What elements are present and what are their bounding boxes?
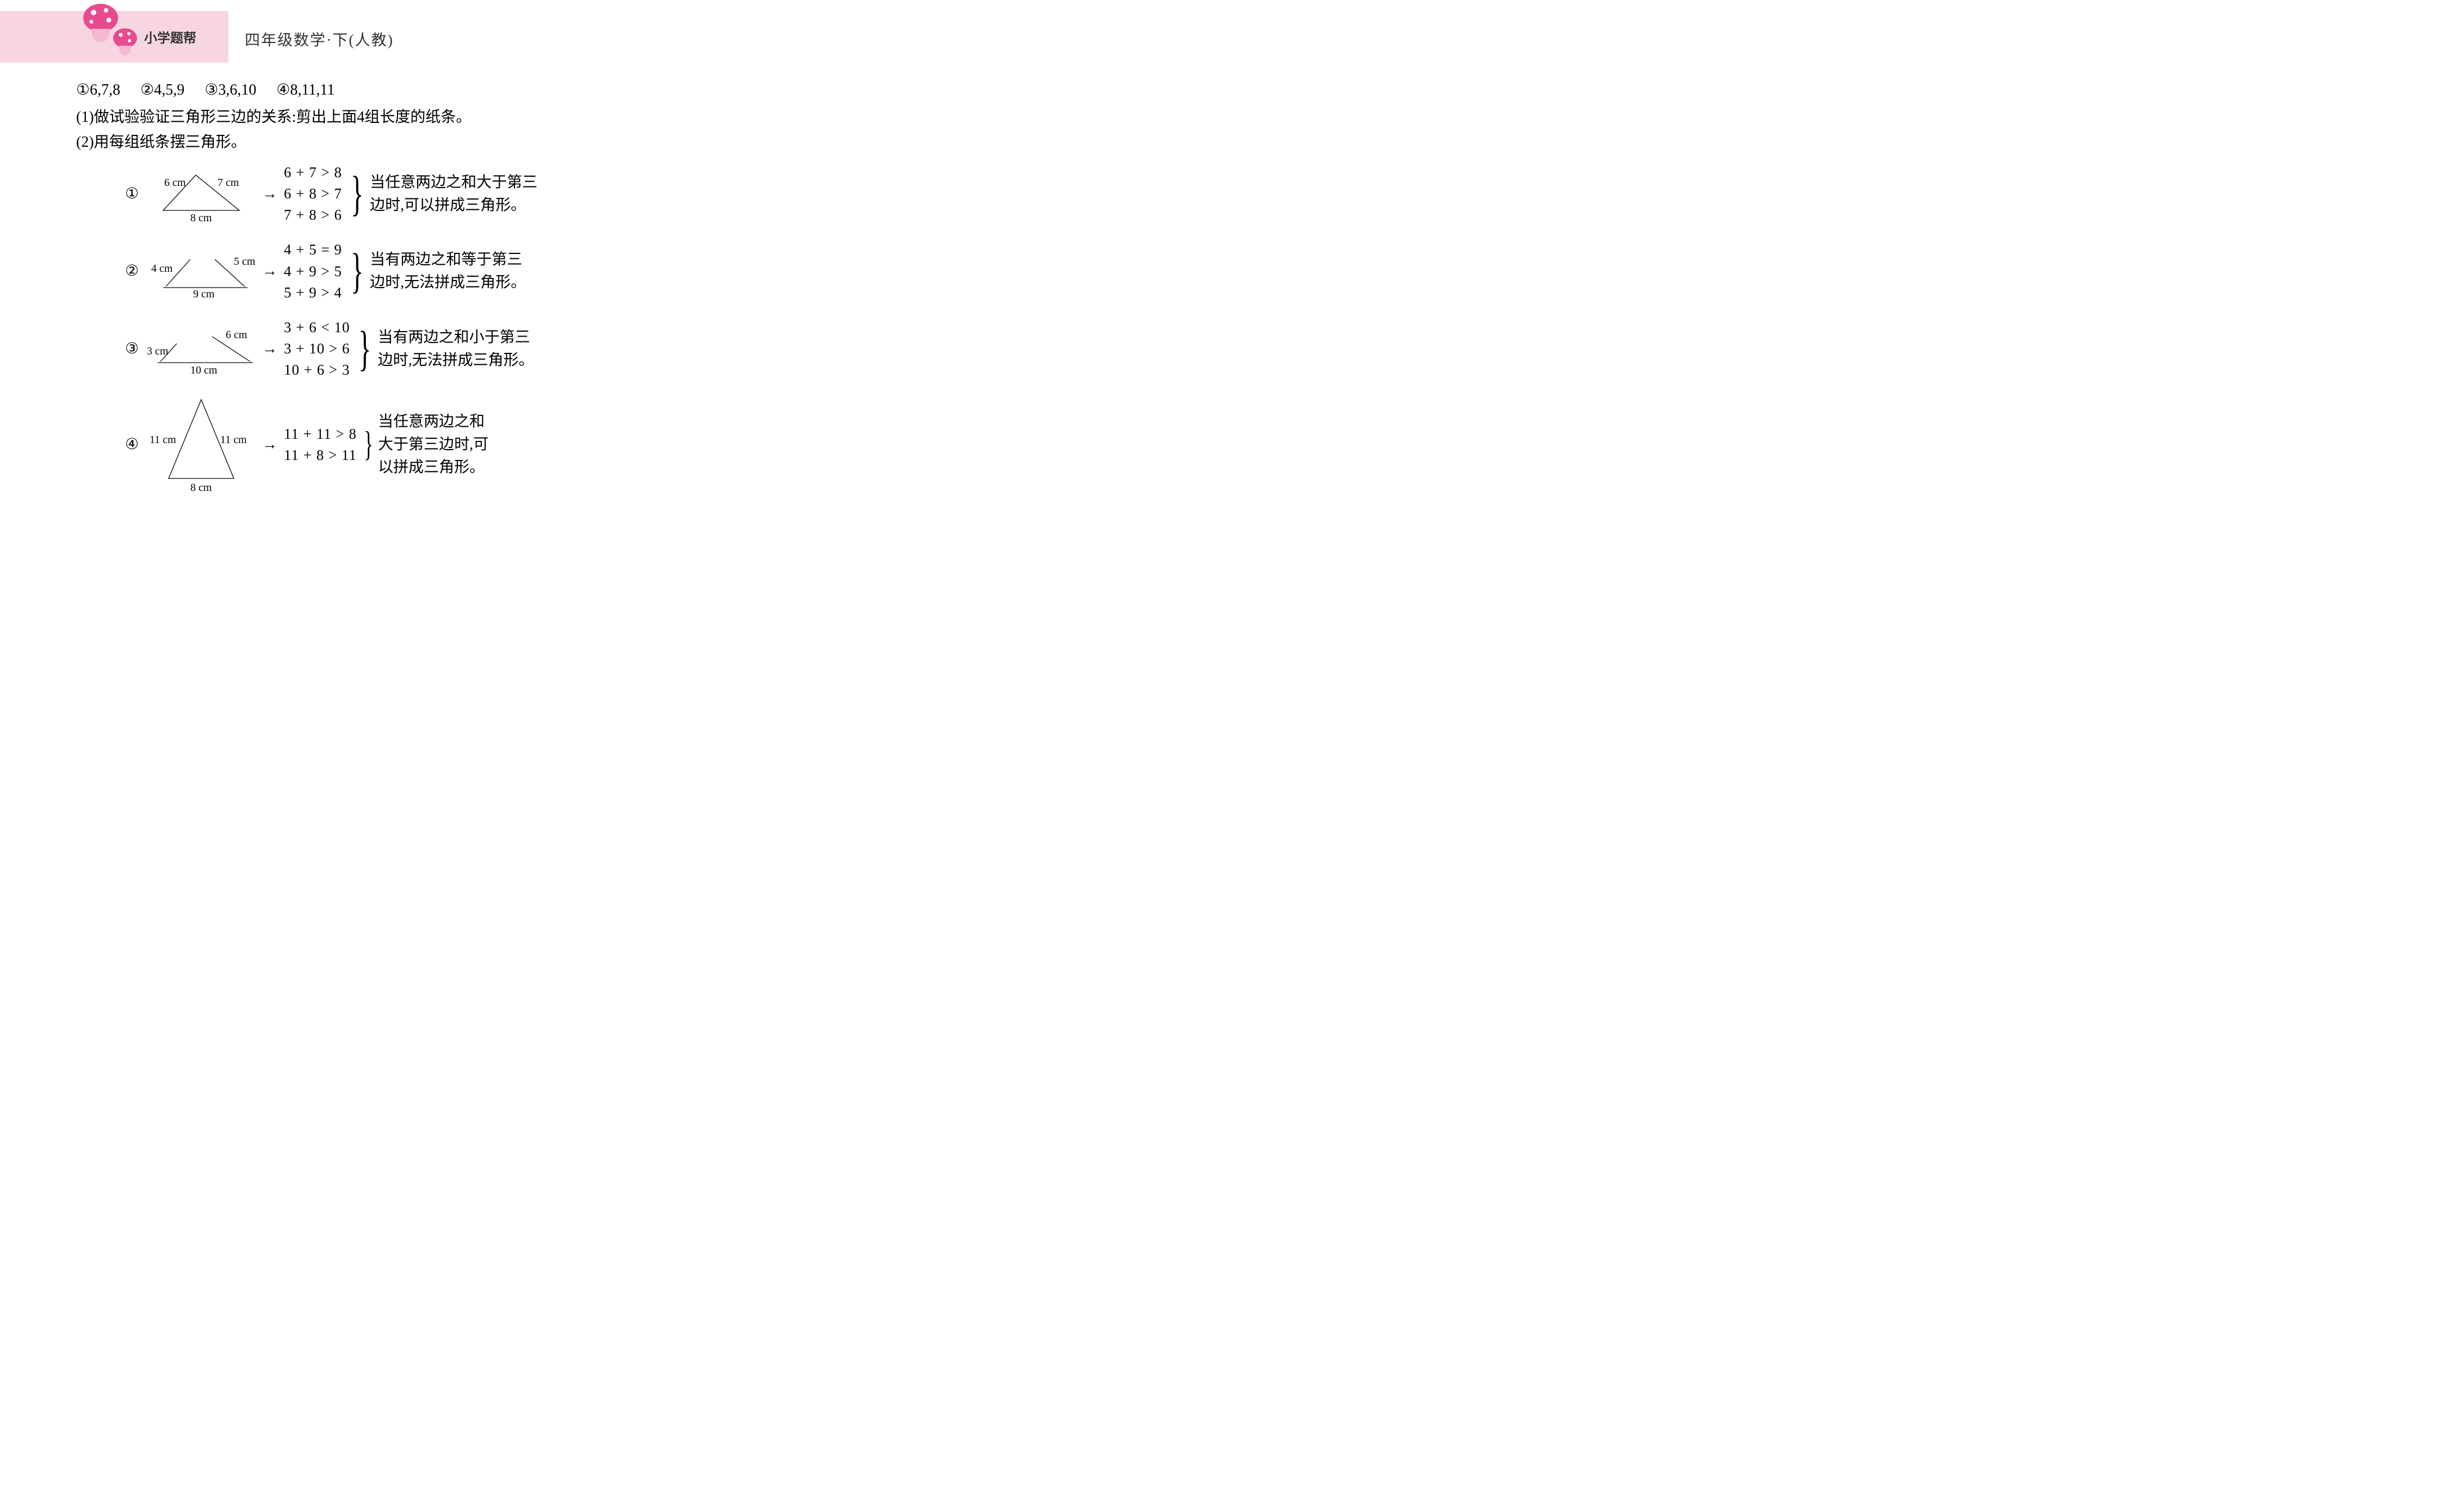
brace-icon: }	[351, 257, 364, 286]
ex3-ineq1: 3 + 6 < 10	[284, 317, 350, 338]
brace-icon: }	[364, 432, 373, 457]
brace-icon: }	[351, 179, 364, 209]
ex1-inequalities: 6 + 7 > 8 6 + 8 > 7 7 + 8 > 6 } 当任意两边之和大…	[284, 162, 537, 226]
ex3-explain: 当有两边之和小于第三 边时,无法拼成三角形。	[378, 326, 534, 372]
ex3-side-c: 10 cm	[190, 364, 218, 374]
ex3-num: ③	[125, 338, 141, 360]
ex2-side-a: 4 cm	[151, 263, 173, 275]
ex4-side-c: 8 cm	[190, 482, 212, 494]
opt2-num: ②	[140, 79, 154, 102]
ex4-num: ④	[125, 433, 141, 456]
ex1-ineq3: 7 + 8 > 6	[284, 204, 342, 226]
arrow-icon: →	[262, 338, 277, 360]
step-2: (2)用每组纸条摆三角形。	[76, 131, 740, 154]
step-1: (1)做试验验证三角形三边的关系:剪出上面4组长度的纸条。	[76, 106, 740, 129]
ex4-diagram: 11 cm 11 cm 8 cm	[147, 394, 256, 495]
brand-label: 小学题帮	[144, 27, 196, 46]
ex1-num: ①	[125, 183, 141, 206]
ex1-ineq2: 6 + 8 > 7	[284, 183, 342, 204]
page-header: 小学题帮 四年级数学·下(人教)	[0, 11, 816, 63]
ex3-inequalities: 3 + 6 < 10 3 + 10 > 6 10 + 6 > 3 } 当有两边之…	[284, 317, 534, 381]
ex3-ineq3: 10 + 6 > 3	[284, 359, 350, 381]
ex2-diagram: 4 cm 5 cm 9 cm	[147, 246, 256, 297]
ex4-inequalities: 11 + 11 > 8 11 + 8 > 11 } 当任意两边之和 大于第三边时…	[284, 410, 488, 479]
opt2-val: 4,5,9	[154, 82, 184, 98]
ex2-ineq1: 4 + 5 = 9	[284, 239, 342, 260]
ex1-side-a: 6 cm	[164, 177, 186, 189]
examples-block: ① 6 cm 7 cm 8 cm → 6 + 7 > 8 6 + 8 > 7 7…	[76, 162, 740, 495]
arrow-icon: →	[262, 260, 277, 283]
ex2-ineq3: 5 + 9 > 4	[284, 282, 342, 303]
ex2-explain: 当有两边之和等于第三 边时,无法拼成三角形。	[370, 248, 526, 294]
mushroom-small-icon	[111, 27, 139, 60]
header-band: 小学题帮	[0, 11, 228, 63]
ex1-diagram: 6 cm 7 cm 8 cm	[147, 167, 256, 221]
opt4-num: ④	[276, 79, 290, 102]
ex1-side-c: 8 cm	[190, 212, 212, 221]
opt3-val: 3,6,10	[218, 82, 256, 98]
page-title: 四年级数学·下(人教)	[245, 28, 394, 50]
example-1: ① 6 cm 7 cm 8 cm → 6 + 7 > 8 6 + 8 > 7 7…	[125, 162, 740, 226]
ex4-ineq1: 11 + 11 > 8	[284, 424, 357, 445]
ex2-inequalities: 4 + 5 = 9 4 + 9 > 5 5 + 9 > 4 } 当有两边之和等于…	[284, 239, 526, 303]
brace-icon: }	[358, 334, 371, 364]
opt3-num: ③	[204, 79, 218, 102]
content-area: ①6,7,8 ②4,5,9 ③3,6,10 ④8,11,11 (1)做试验验证三…	[0, 63, 816, 530]
opt4-val: 8,11,11	[290, 82, 334, 98]
example-3: ③ 3 cm 6 cm 10 cm → 3 + 6 < 10 3 + 10 > …	[125, 317, 740, 381]
ex1-side-b: 7 cm	[218, 177, 239, 189]
ex1-explain: 当任意两边之和大于第三 边时,可以拼成三角形。	[370, 171, 537, 217]
ex4-side-a: 11 cm	[150, 434, 176, 446]
ex3-side-a: 3 cm	[147, 345, 169, 357]
ex2-ineq2: 4 + 9 > 5	[284, 261, 342, 282]
opt1-val: 6,7,8	[90, 82, 120, 98]
ex3-diagram: 3 cm 6 cm 10 cm	[147, 325, 256, 374]
ex3-ineq2: 3 + 10 > 6	[284, 338, 350, 359]
ex3-side-b: 6 cm	[226, 329, 247, 341]
arrow-icon: →	[262, 183, 277, 206]
ex2-num: ②	[125, 260, 141, 283]
ex4-side-b: 11 cm	[220, 434, 247, 446]
example-4: ④ 11 cm 11 cm 8 cm → 11 + 11 > 8 11 + 8 …	[125, 394, 740, 495]
ex2-side-c: 9 cm	[193, 288, 215, 297]
ex2-side-b: 5 cm	[234, 256, 256, 267]
arrow-icon: →	[262, 433, 277, 456]
options-line: ①6,7,8 ②4,5,9 ③3,6,10 ④8,11,11	[76, 79, 740, 102]
ex4-explain: 当任意两边之和 大于第三边时,可 以拼成三角形。	[378, 410, 488, 479]
opt1-num: ①	[76, 79, 90, 102]
example-2: ② 4 cm 5 cm 9 cm → 4 + 5 = 9 4 + 9 > 5 5…	[125, 239, 740, 303]
ex1-ineq1: 6 + 7 > 8	[284, 162, 342, 183]
ex4-ineq2: 11 + 8 > 11	[284, 445, 357, 466]
